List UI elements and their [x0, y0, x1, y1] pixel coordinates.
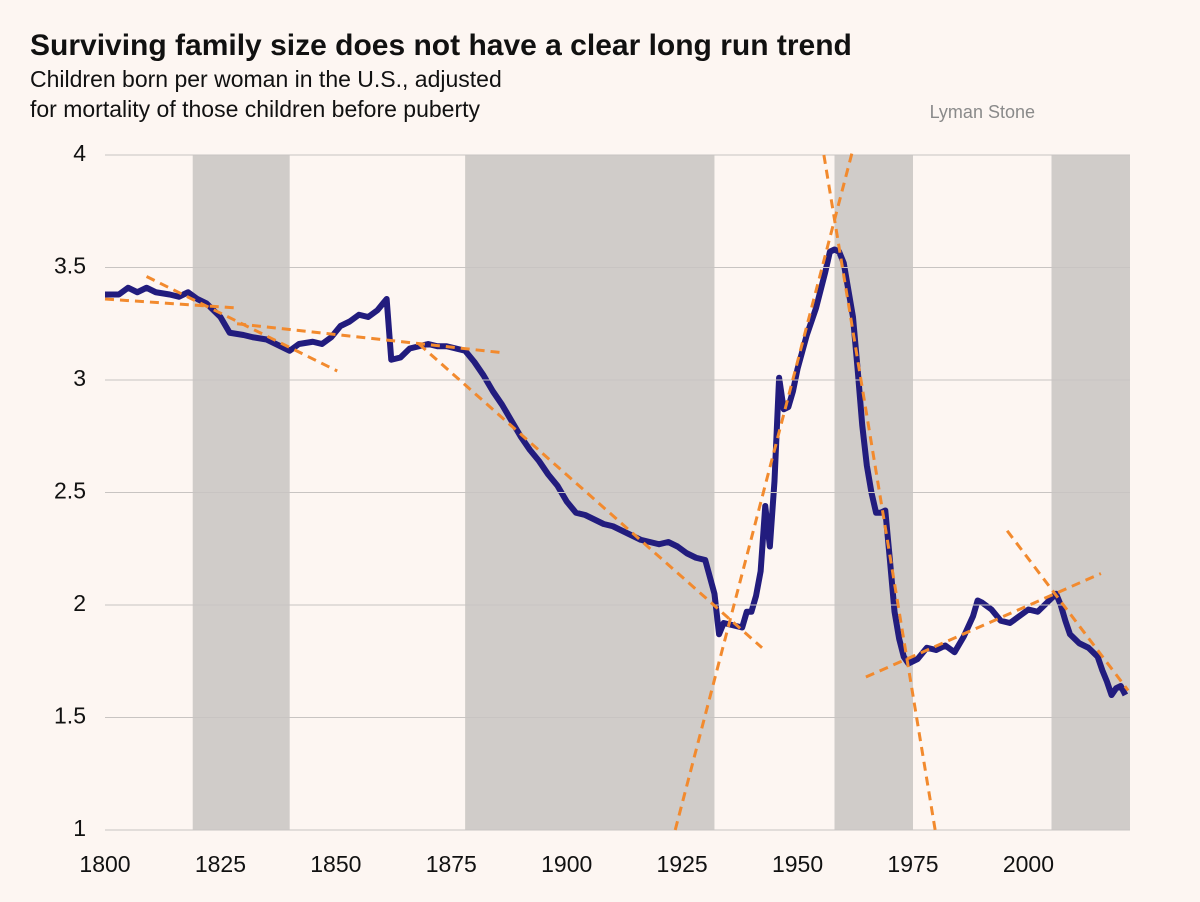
x-tick-label: 1875 [426, 851, 477, 877]
x-tick-label: 1950 [772, 851, 823, 877]
y-tick-label: 2 [73, 590, 86, 616]
trend-line [822, 154, 937, 831]
subtitle: Children born per woman in the U.S., adj… [30, 66, 502, 92]
x-tick-label: 2000 [1003, 851, 1054, 877]
subtitle: for mortality of those children before p… [30, 96, 481, 122]
x-tick-label: 1925 [657, 851, 708, 877]
trend-line [865, 572, 1102, 679]
trend-line [673, 152, 854, 831]
y-tick-label: 2.5 [54, 478, 86, 504]
x-tick-label: 1825 [195, 851, 246, 877]
y-tick-label: 1.5 [54, 703, 86, 729]
trend-line [1005, 529, 1130, 692]
trend-line [104, 297, 238, 310]
y-tick-label: 1 [73, 815, 86, 841]
y-tick-label: 4 [73, 140, 86, 166]
x-tick-label: 1800 [79, 851, 130, 877]
source: Lyman Stone [930, 102, 1035, 122]
chart-title: Surviving family size does not have a cl… [30, 29, 852, 62]
y-tick-label: 3 [73, 365, 86, 391]
data-line [105, 246, 1129, 698]
x-tick-label: 1850 [310, 851, 361, 877]
x-tick-label: 1900 [541, 851, 592, 877]
y-tick-label: 3.5 [54, 253, 86, 279]
trend-line [417, 342, 764, 649]
x-tick-label: 1975 [887, 851, 938, 877]
